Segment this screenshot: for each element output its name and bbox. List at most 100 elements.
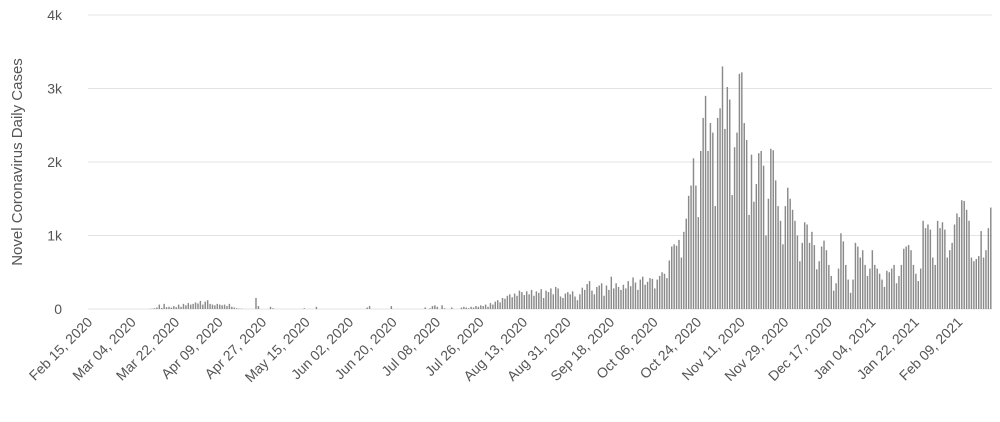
bar bbox=[830, 275, 832, 309]
bar bbox=[523, 295, 526, 309]
bar bbox=[460, 307, 463, 309]
y-tick-label: 1k bbox=[47, 228, 63, 244]
bar bbox=[762, 165, 765, 309]
bar bbox=[509, 294, 511, 309]
bar bbox=[709, 123, 712, 309]
bar bbox=[366, 307, 368, 309]
bar bbox=[958, 217, 961, 309]
bar bbox=[820, 246, 823, 309]
bar bbox=[948, 250, 951, 309]
bar bbox=[712, 132, 714, 309]
bar bbox=[944, 229, 946, 309]
bar bbox=[506, 295, 509, 309]
bar bbox=[733, 147, 736, 309]
bar bbox=[554, 286, 557, 309]
bar bbox=[451, 307, 453, 309]
bar bbox=[177, 304, 180, 309]
bar bbox=[714, 206, 716, 309]
bar bbox=[511, 297, 513, 309]
bar bbox=[823, 240, 825, 309]
bar bbox=[269, 306, 272, 309]
bar bbox=[777, 206, 779, 309]
bar bbox=[153, 308, 156, 309]
bar bbox=[888, 272, 890, 309]
bar bbox=[924, 228, 927, 309]
bar bbox=[535, 291, 538, 309]
bar bbox=[767, 198, 770, 309]
bar bbox=[608, 289, 610, 309]
bar bbox=[588, 281, 591, 309]
bar bbox=[883, 286, 886, 309]
bar bbox=[593, 294, 596, 309]
bar bbox=[794, 220, 796, 309]
bar bbox=[472, 307, 475, 309]
bar bbox=[852, 279, 854, 309]
bar bbox=[808, 242, 811, 309]
bar bbox=[881, 279, 883, 309]
bar bbox=[649, 278, 651, 309]
bar bbox=[434, 305, 436, 309]
bar bbox=[477, 306, 480, 309]
bar bbox=[221, 305, 223, 309]
bar bbox=[903, 248, 905, 309]
bar bbox=[828, 264, 830, 309]
bar bbox=[898, 275, 900, 309]
bar bbox=[878, 273, 881, 309]
bar bbox=[910, 250, 912, 309]
bar bbox=[779, 220, 782, 309]
bar bbox=[559, 296, 562, 309]
bar bbox=[789, 198, 791, 309]
bar bbox=[791, 209, 794, 309]
bar bbox=[893, 264, 895, 309]
bar bbox=[170, 307, 173, 309]
bar bbox=[787, 187, 789, 309]
y-tick-label: 3k bbox=[47, 81, 63, 97]
bar bbox=[936, 220, 939, 309]
bar bbox=[685, 218, 687, 309]
bar bbox=[869, 268, 871, 309]
bar bbox=[627, 281, 629, 309]
bar bbox=[547, 292, 550, 309]
bar bbox=[656, 279, 658, 309]
bar bbox=[968, 220, 970, 309]
bar bbox=[985, 250, 987, 309]
bar bbox=[801, 242, 803, 309]
bar bbox=[165, 307, 168, 309]
bar bbox=[927, 224, 929, 309]
bar bbox=[939, 228, 941, 309]
bar bbox=[704, 95, 707, 309]
bar bbox=[625, 288, 627, 309]
bar bbox=[190, 304, 192, 309]
y-axis-label: Novel Coronavirus Daily Cases bbox=[9, 58, 26, 266]
bar bbox=[953, 224, 956, 309]
bar bbox=[813, 245, 816, 309]
bar bbox=[550, 288, 552, 309]
bar bbox=[605, 285, 608, 309]
bar bbox=[806, 224, 808, 309]
bar bbox=[581, 287, 584, 309]
bar bbox=[731, 195, 733, 309]
bar bbox=[874, 264, 876, 309]
bar bbox=[724, 128, 726, 309]
bar bbox=[600, 283, 603, 309]
bar bbox=[489, 303, 492, 309]
bar bbox=[644, 284, 646, 309]
bar bbox=[185, 305, 187, 309]
bar bbox=[525, 291, 528, 309]
bar bbox=[675, 245, 678, 309]
bar bbox=[946, 257, 949, 309]
bar bbox=[465, 307, 468, 309]
bar bbox=[467, 308, 470, 309]
bar bbox=[463, 306, 465, 309]
bar bbox=[876, 268, 878, 309]
bar bbox=[963, 200, 965, 309]
bar bbox=[591, 290, 593, 309]
bar bbox=[673, 244, 675, 309]
bar bbox=[598, 285, 600, 309]
bar bbox=[475, 306, 477, 309]
bar bbox=[835, 283, 837, 309]
bar bbox=[533, 295, 535, 309]
bar bbox=[583, 289, 586, 309]
bar bbox=[729, 99, 731, 310]
bar bbox=[663, 273, 666, 309]
